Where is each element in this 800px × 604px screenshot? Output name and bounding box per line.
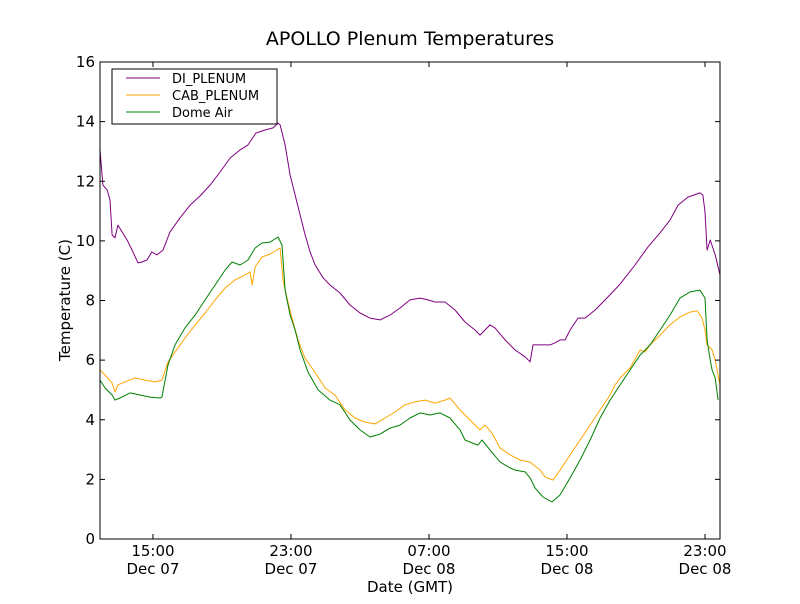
y-tick-label: 6 [85,351,95,369]
y-tick-label: 16 [76,53,95,71]
series-line-di-plenum [99,122,721,363]
legend: DI_PLENUM CAB_PLENUM Dome Air [111,68,278,125]
series-lines [99,122,721,503]
x-tick-label-date: Dec 08 [541,560,594,578]
chart-title: APOLLO Plenum Temperatures [266,28,554,50]
x-tick-label-date: Dec 07 [265,560,318,578]
x-axis-label: Date (GMT) [367,578,453,596]
y-tick-label: 12 [76,172,95,190]
x-tick-label-time: 23:00 [269,542,312,560]
x-tick-label-date: Dec 07 [127,560,180,578]
y-tick-label: 8 [85,292,95,310]
y-tick-label: 14 [76,113,95,131]
x-tick-label-time: 07:00 [407,542,450,560]
legend-label: CAB_PLENUM [172,89,259,104]
x-tick-label-date: Dec 08 [679,560,732,578]
x-tick-label-time: 23:00 [683,542,726,560]
series-line-dome-air [99,236,719,503]
y-axis-label: Temperature (C) [56,239,74,362]
x-tick-label-date: Dec 08 [403,560,456,578]
plot-frame [99,61,721,540]
x-tick-label-time: 15:00 [545,542,588,560]
y-tick-label: 0 [85,530,95,548]
y-tick-label: 2 [85,470,95,488]
y-tick-label: 10 [76,232,95,250]
y-tick-label: 4 [85,411,95,429]
legend-label: Dome Air [172,106,233,121]
x-tick-label-time: 15:00 [131,542,174,560]
series-line-cab-plenum [99,247,721,481]
legend-label: DI_PLENUM [172,72,246,87]
